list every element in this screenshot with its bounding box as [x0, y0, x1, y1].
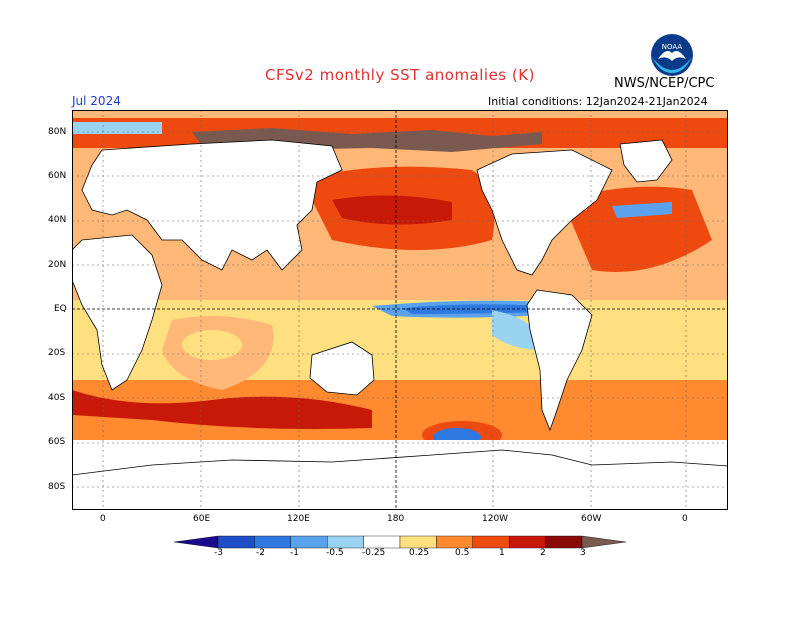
lon-label: 0	[100, 514, 106, 524]
colorbar-label: 2	[540, 548, 546, 558]
lat-label: 80S	[48, 482, 66, 492]
greenland	[619, 139, 673, 183]
colorbar-arrow-low	[174, 535, 219, 549]
north-america	[476, 149, 613, 276]
colorbar-label: 0.25	[409, 548, 430, 558]
antarctica	[72, 449, 728, 510]
continents	[72, 139, 728, 510]
arctic-cool-patch	[72, 122, 162, 134]
colorbar	[174, 535, 626, 549]
colorbar-label: -0.5	[326, 548, 344, 558]
south-america	[526, 289, 593, 432]
lat-label: 20N	[48, 260, 67, 270]
colorbar-segment	[545, 535, 583, 549]
eurasia	[81, 139, 343, 271]
colorbar-segment	[363, 535, 401, 549]
colorbar-arrow-high	[581, 535, 626, 549]
colorbar-segment	[217, 535, 255, 549]
colorbar-segment	[399, 535, 437, 549]
initial-conditions-label: Initial conditions: 12Jan2024-21Jan2024	[488, 95, 708, 108]
colorbar-label: 3	[580, 548, 586, 558]
lat-label: EQ	[54, 304, 67, 314]
lon-label: 180	[387, 514, 405, 524]
lat-label: 40N	[48, 215, 67, 225]
colorbar-label: -2	[256, 548, 265, 558]
noaa-logo: NOAA	[650, 33, 694, 77]
africa	[72, 234, 163, 391]
colorbar-segment	[254, 535, 292, 549]
colorbar-segment	[509, 535, 546, 549]
main-axes	[72, 110, 728, 510]
colorbar-segment	[472, 535, 510, 549]
australia	[309, 341, 375, 396]
valid-month-label: Jul 2024	[72, 94, 121, 108]
lat-label: 60S	[48, 437, 66, 447]
lon-label: 60W	[581, 514, 602, 524]
lon-label: 0	[682, 514, 688, 524]
north-atlantic-warm	[562, 186, 712, 272]
lat-label: 20S	[48, 348, 66, 358]
lon-label: 60E	[193, 514, 211, 524]
southern-warm-band-west	[72, 390, 372, 429]
org-label: NWS/NCEP/CPC	[614, 76, 715, 91]
colorbar-label: 1	[499, 548, 505, 558]
colorbar-segment	[290, 535, 328, 549]
sst-anomaly-map	[72, 110, 728, 510]
map-title: CFSv2 monthly SST anomalies (K)	[265, 66, 535, 84]
colorbar-segment	[326, 535, 364, 549]
lon-label: 120W	[482, 514, 509, 524]
lat-label: 40S	[48, 393, 66, 403]
colorbar-label: -0.25	[362, 548, 386, 558]
logo-text: NOAA	[662, 43, 683, 51]
colorbar-label: 0.5	[455, 548, 470, 558]
colorbar-label: -3	[214, 548, 223, 558]
noaa-logo-icon: NOAA	[651, 34, 693, 76]
colorbar-label: -1	[290, 548, 299, 558]
lat-label: 60N	[48, 171, 67, 181]
graticule	[72, 110, 728, 510]
lat-label: 80N	[48, 127, 67, 137]
lon-label: 120E	[287, 514, 310, 524]
colorbar-segment	[436, 535, 473, 549]
map-frame	[72, 110, 728, 510]
